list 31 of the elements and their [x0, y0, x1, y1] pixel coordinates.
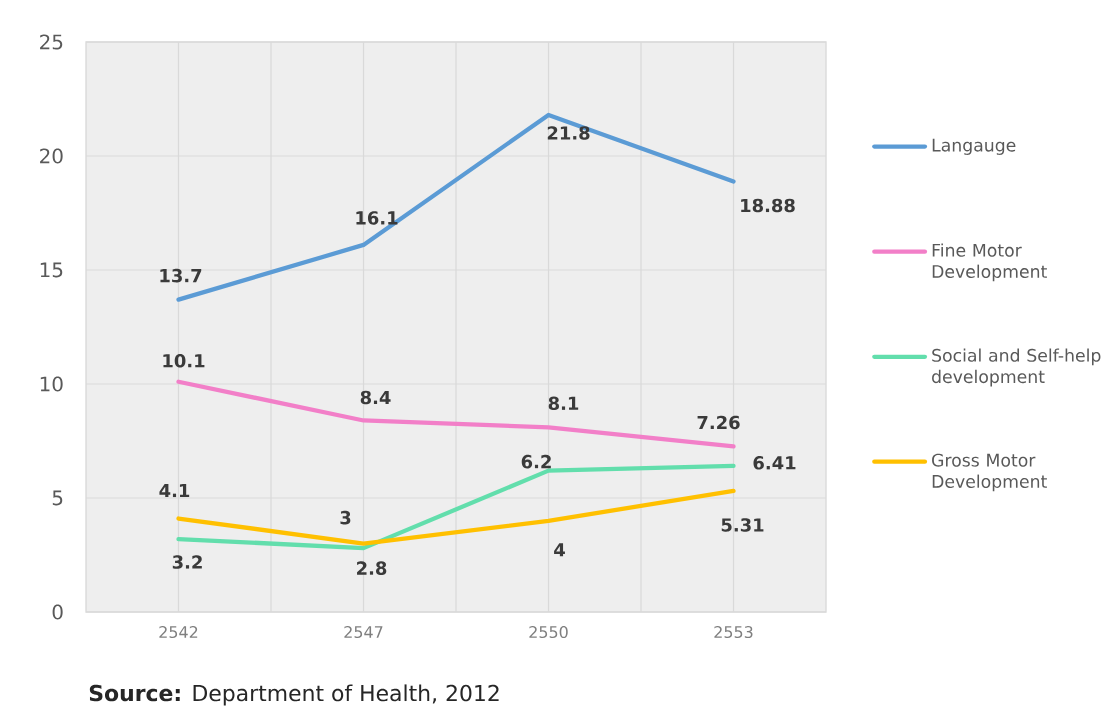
legend-label: Social and Self-help development: [932, 348, 1101, 387]
data-label: 8.4: [360, 390, 391, 405]
data-label: 4.1: [159, 483, 190, 498]
x-tick-label: 2547: [344, 626, 383, 639]
y-tick-label: 10: [40, 376, 63, 392]
y-tick-label: 5: [52, 490, 63, 506]
data-label: 3.2: [172, 555, 202, 569]
x-tick-label: 2553: [714, 626, 753, 639]
y-tick-label: 20: [40, 148, 63, 164]
legend-label: Langauge: [932, 138, 1016, 155]
data-label: 6.41: [753, 456, 796, 470]
data-label: 8.1: [548, 396, 579, 411]
data-label: 3: [340, 510, 351, 525]
legend-label: Gross Motor Development: [932, 453, 1047, 492]
y-tick-label: 25: [40, 34, 63, 50]
data-label: 2.8: [357, 561, 387, 575]
data-label: 10.1: [163, 353, 205, 368]
data-label: 18.88: [741, 198, 795, 213]
legend-label: Fine Motor Development: [932, 243, 1047, 282]
data-label: 6.2: [521, 454, 551, 469]
text: Source: Department of Health, 2012: [89, 684, 499, 706]
y-tick-label: 0: [52, 604, 63, 620]
x-tick-label: 2550: [529, 626, 568, 639]
data-label: 13.7: [160, 268, 202, 283]
data-label: 7.26: [697, 415, 740, 430]
y-tick-label: 15: [40, 262, 63, 278]
x-tick-label: 2542: [159, 626, 198, 639]
data-label: 21.8: [547, 126, 590, 140]
data-label: 5.31: [721, 518, 764, 532]
data-label: 4: [554, 543, 565, 557]
data-label: 16.1: [356, 211, 398, 225]
